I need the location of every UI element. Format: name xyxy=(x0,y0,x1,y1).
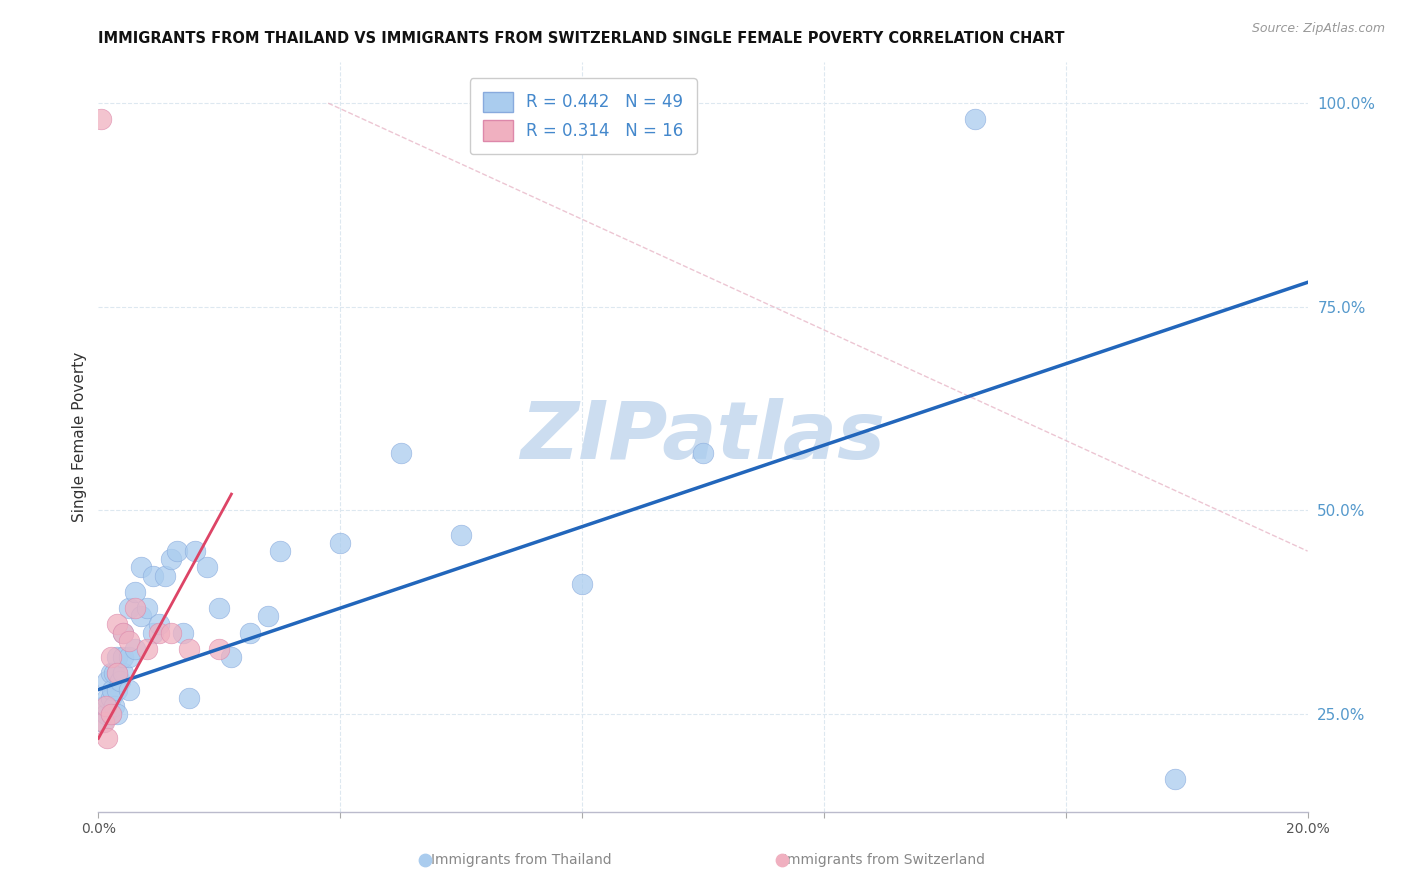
Point xyxy=(111,650,134,665)
Point xyxy=(166,544,188,558)
Point xyxy=(256,609,278,624)
Point xyxy=(103,698,125,713)
Point xyxy=(118,601,141,615)
Point xyxy=(105,682,128,697)
Point xyxy=(105,650,128,665)
Point xyxy=(208,641,231,656)
Y-axis label: Single Female Poverty: Single Female Poverty xyxy=(72,352,87,522)
Point xyxy=(124,601,146,615)
Point xyxy=(105,666,128,681)
Point xyxy=(94,698,117,713)
Point xyxy=(135,601,157,615)
Point xyxy=(93,698,115,713)
Legend: R = 0.442   N = 49, R = 0.314   N = 16: R = 0.442 N = 49, R = 0.314 N = 16 xyxy=(470,78,697,154)
Point xyxy=(160,552,183,566)
Point xyxy=(100,650,122,665)
Point xyxy=(142,568,165,582)
Point xyxy=(105,617,128,632)
Point xyxy=(96,674,118,689)
Point xyxy=(965,112,987,127)
Point xyxy=(100,706,122,721)
Point xyxy=(148,625,170,640)
Point xyxy=(329,536,352,550)
Point xyxy=(105,706,128,721)
Point xyxy=(129,560,152,574)
Point xyxy=(96,731,118,746)
Point xyxy=(389,446,412,460)
Text: IMMIGRANTS FROM THAILAND VS IMMIGRANTS FROM SWITZERLAND SINGLE FEMALE POVERTY CO: IMMIGRANTS FROM THAILAND VS IMMIGRANTS F… xyxy=(98,31,1064,46)
Point xyxy=(118,633,141,648)
Point xyxy=(172,625,194,640)
Point xyxy=(450,528,472,542)
Point xyxy=(118,682,141,697)
Point xyxy=(94,706,117,721)
Point xyxy=(142,625,165,640)
Point xyxy=(135,641,157,656)
Point xyxy=(195,560,218,574)
Point xyxy=(103,666,125,681)
Text: Immigrants from Switzerland: Immigrants from Switzerland xyxy=(783,853,986,867)
Point xyxy=(239,625,262,640)
Point xyxy=(184,544,207,558)
Point xyxy=(269,544,291,558)
Point xyxy=(571,576,593,591)
Point xyxy=(1163,772,1185,786)
Point xyxy=(221,650,243,665)
Text: ZIPatlas: ZIPatlas xyxy=(520,398,886,476)
Point xyxy=(96,690,118,705)
Point xyxy=(100,682,122,697)
Point xyxy=(100,690,122,705)
Point xyxy=(124,641,146,656)
Point xyxy=(111,625,134,640)
Point xyxy=(100,666,122,681)
Point xyxy=(124,584,146,599)
Point xyxy=(111,625,134,640)
Point xyxy=(105,666,128,681)
Text: Source: ZipAtlas.com: Source: ZipAtlas.com xyxy=(1251,22,1385,36)
Point xyxy=(692,446,714,460)
Point xyxy=(108,674,131,689)
Point xyxy=(91,715,114,730)
Point xyxy=(129,609,152,624)
Point xyxy=(160,625,183,640)
Point xyxy=(153,568,176,582)
Text: Immigrants from Thailand: Immigrants from Thailand xyxy=(432,853,612,867)
Point xyxy=(93,715,115,730)
Point xyxy=(111,666,134,681)
Point xyxy=(179,690,201,705)
Point xyxy=(179,641,201,656)
Point xyxy=(148,617,170,632)
Point xyxy=(118,650,141,665)
Point xyxy=(90,112,112,127)
Point xyxy=(208,601,231,615)
Point xyxy=(100,706,122,721)
